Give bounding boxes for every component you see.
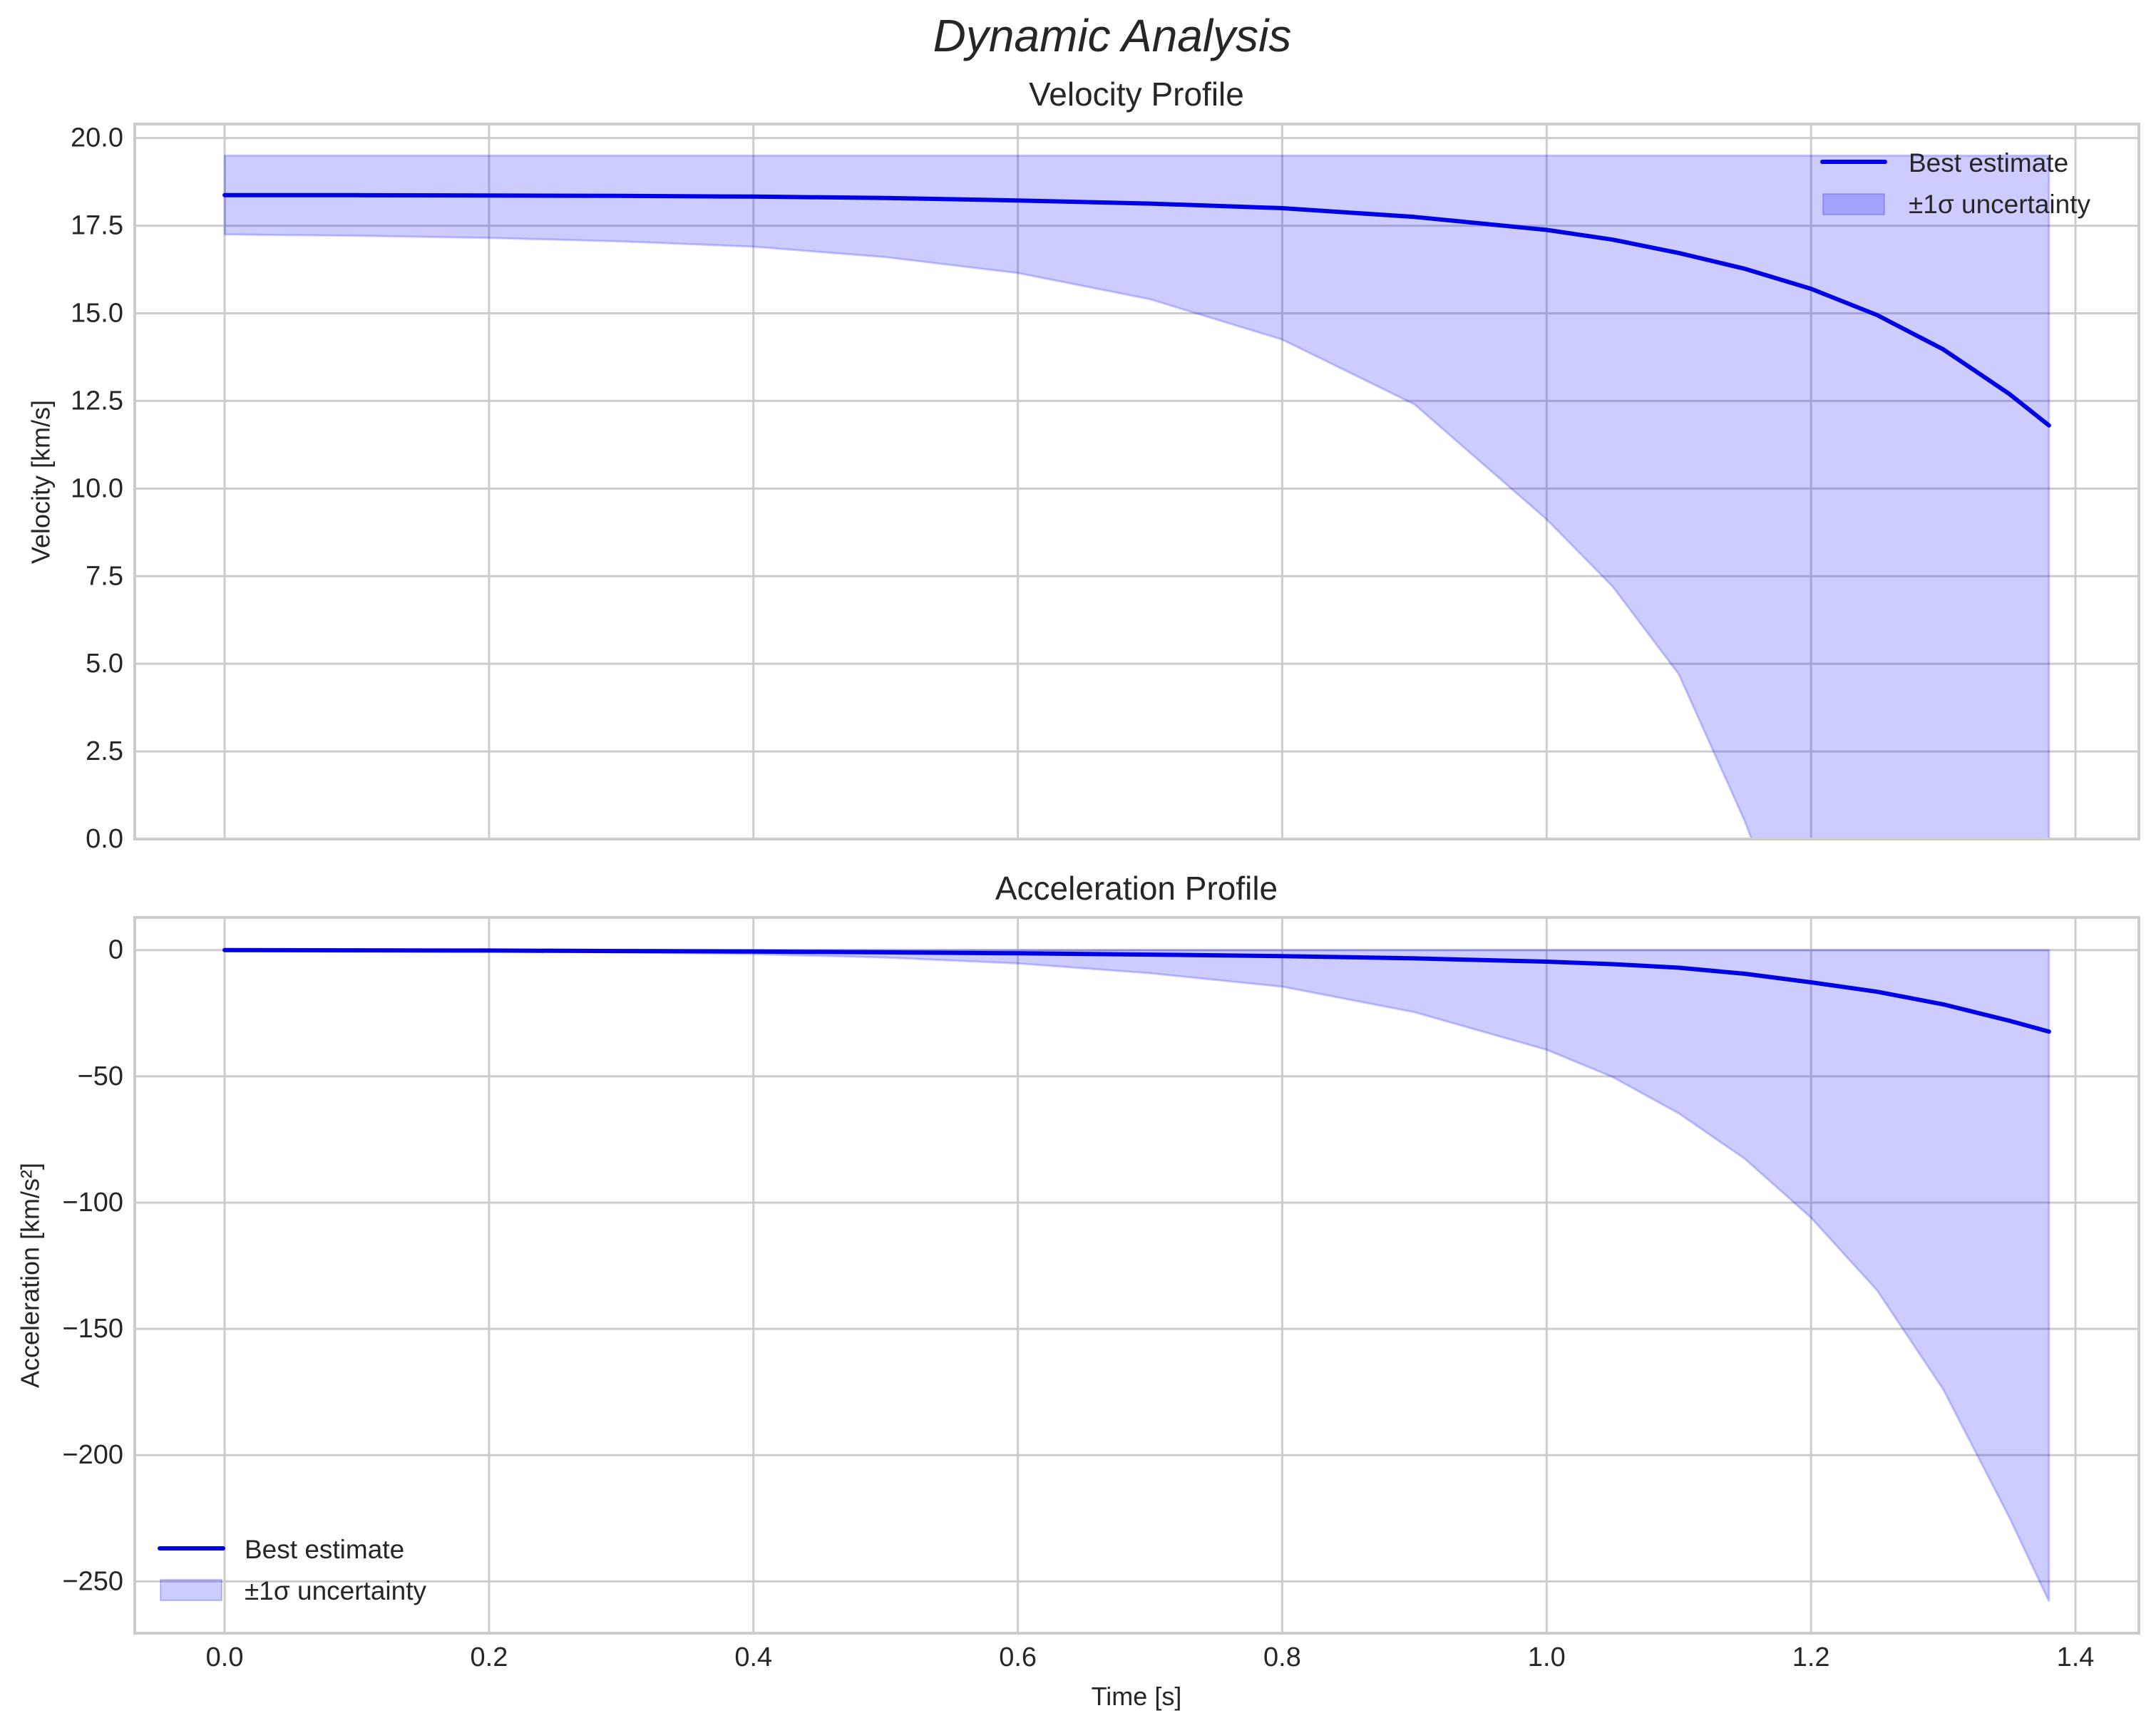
velocity-ticks: 0.0 2.5 5.0 7.5 10.0 12.5 15.0 17.5 20.0: [71, 123, 2140, 854]
y-tick-label: −100: [62, 1188, 123, 1218]
y-tick-label: 0.0: [86, 824, 123, 854]
y-tick-label: −150: [62, 1314, 123, 1344]
legend-uncertainty: ±1σ uncertainty: [1909, 190, 2090, 219]
legend-uncertainty: ±1σ uncertainty: [245, 1576, 426, 1605]
y-tick-label: 7.5: [86, 561, 123, 591]
acceleration-ticks: 0 −50 −100 −150 −200 −250 0.0 0.2 0.4 0.6 0.8 1.0 1.…: [62, 916, 2140, 1672]
x-tick-label: 0.8: [1263, 1642, 1301, 1672]
velocity-title: Velocity Profile: [1029, 76, 1244, 113]
legend-band-swatch-icon: [160, 1579, 222, 1601]
acceleration-legend: Best estimate ±1σ uncertainty: [158, 1535, 426, 1605]
x-tick-label: 0.6: [999, 1642, 1037, 1672]
y-tick-label: 12.5: [71, 386, 123, 416]
axes-frame: [133, 916, 2140, 1635]
legend-best-estimate: Best estimate: [1909, 148, 2068, 178]
y-tick-label: 2.5: [86, 736, 123, 766]
x-tick-label: 0.4: [734, 1642, 772, 1672]
y-tick-label: 15.0: [71, 299, 123, 329]
acceleration-ylabel: Acceleration [km/s²]: [16, 1163, 45, 1388]
best-estimate-line: [222, 947, 2051, 1034]
figure-suptitle: Dynamic Analysis: [933, 10, 1292, 61]
velocity-plot-area: [222, 154, 2051, 839]
y-tick-label: 20.0: [71, 123, 123, 153]
velocity-axes: Velocity Profile 0.0 2.5 5.0 7.5 10.0 12.5 15.…: [26, 76, 2140, 854]
y-tick-label: 17.5: [71, 211, 123, 241]
legend-best-estimate: Best estimate: [245, 1535, 404, 1564]
uncertainty-band: [225, 949, 2050, 1603]
y-tick-label: 10.0: [71, 473, 123, 503]
axes-frame: [133, 123, 2140, 840]
y-tick-label: 0: [108, 935, 123, 965]
legend-band-swatch-icon: [1822, 193, 1885, 215]
acceleration-plot-area: [222, 947, 2051, 1603]
y-tick-label: −50: [78, 1061, 123, 1091]
uncertainty-band: [223, 154, 2050, 839]
velocity-legend: Best estimate ±1σ uncertainty: [1820, 148, 2090, 219]
y-tick-label: 5.0: [86, 649, 123, 679]
y-tick-label: −250: [62, 1566, 123, 1596]
acceleration-title: Acceleration Profile: [995, 870, 1278, 907]
x-tick-label: 1.4: [2057, 1642, 2095, 1672]
best-estimate-line: [222, 192, 2051, 428]
time-xlabel: Time [s]: [1092, 1682, 1182, 1711]
x-tick-label: 1.2: [1792, 1642, 1830, 1672]
x-tick-label: 0.2: [471, 1642, 508, 1672]
x-tick-label: 0.0: [206, 1642, 244, 1672]
acceleration-axes: Acceleration Profile 0 −50 −100 −150 −200 −25…: [16, 870, 2140, 1711]
x-tick-label: 1.0: [1528, 1642, 1566, 1672]
velocity-ylabel: Velocity [km/s]: [26, 400, 56, 564]
y-tick-label: −200: [62, 1440, 123, 1470]
acceleration-grid: [135, 917, 2139, 1633]
